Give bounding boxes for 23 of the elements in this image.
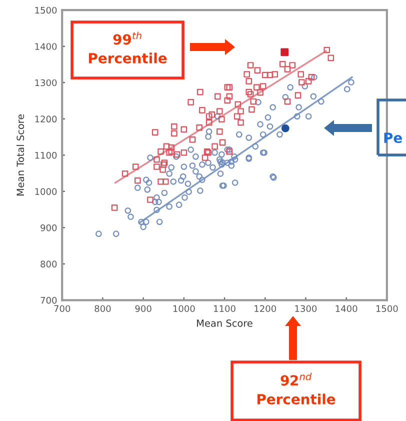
x-tick-label: 1100 (214, 305, 236, 312)
x-tick-label: 700 (54, 305, 70, 312)
annotation: Pe (384, 132, 402, 144)
y-tick-label: 1000 (35, 188, 57, 195)
x-tick-label: 1000 (173, 305, 195, 312)
y-tick-label: 1300 (35, 79, 57, 86)
y-tick-label: 900 (40, 224, 57, 232)
y-axis-title: Mean Total Score (16, 114, 24, 196)
y-tick-label: 1500 (35, 6, 57, 14)
x-tick-label: 1400 (336, 305, 358, 312)
y-tick-label: 700 (40, 296, 57, 304)
y-tick-label: 1200 (35, 116, 57, 122)
x-tick-label: 1200 (254, 305, 276, 312)
y-tick-label: 1400 (35, 43, 57, 50)
x-axis-title: Mean Score (197, 320, 252, 327)
x-tick-label: 900 (135, 305, 152, 312)
text: 92$^{nd}$ Percentile (257, 372, 336, 404)
text: 99$^{th}$ Percentile (88, 32, 167, 64)
x-tick-label: 1300 (295, 305, 317, 312)
y-tick-label: 1100 (35, 152, 57, 159)
x-tick-label: 1500 (376, 305, 398, 312)
y-tick-label: 800 (40, 260, 57, 268)
x-tick-label: 800 (94, 305, 111, 312)
